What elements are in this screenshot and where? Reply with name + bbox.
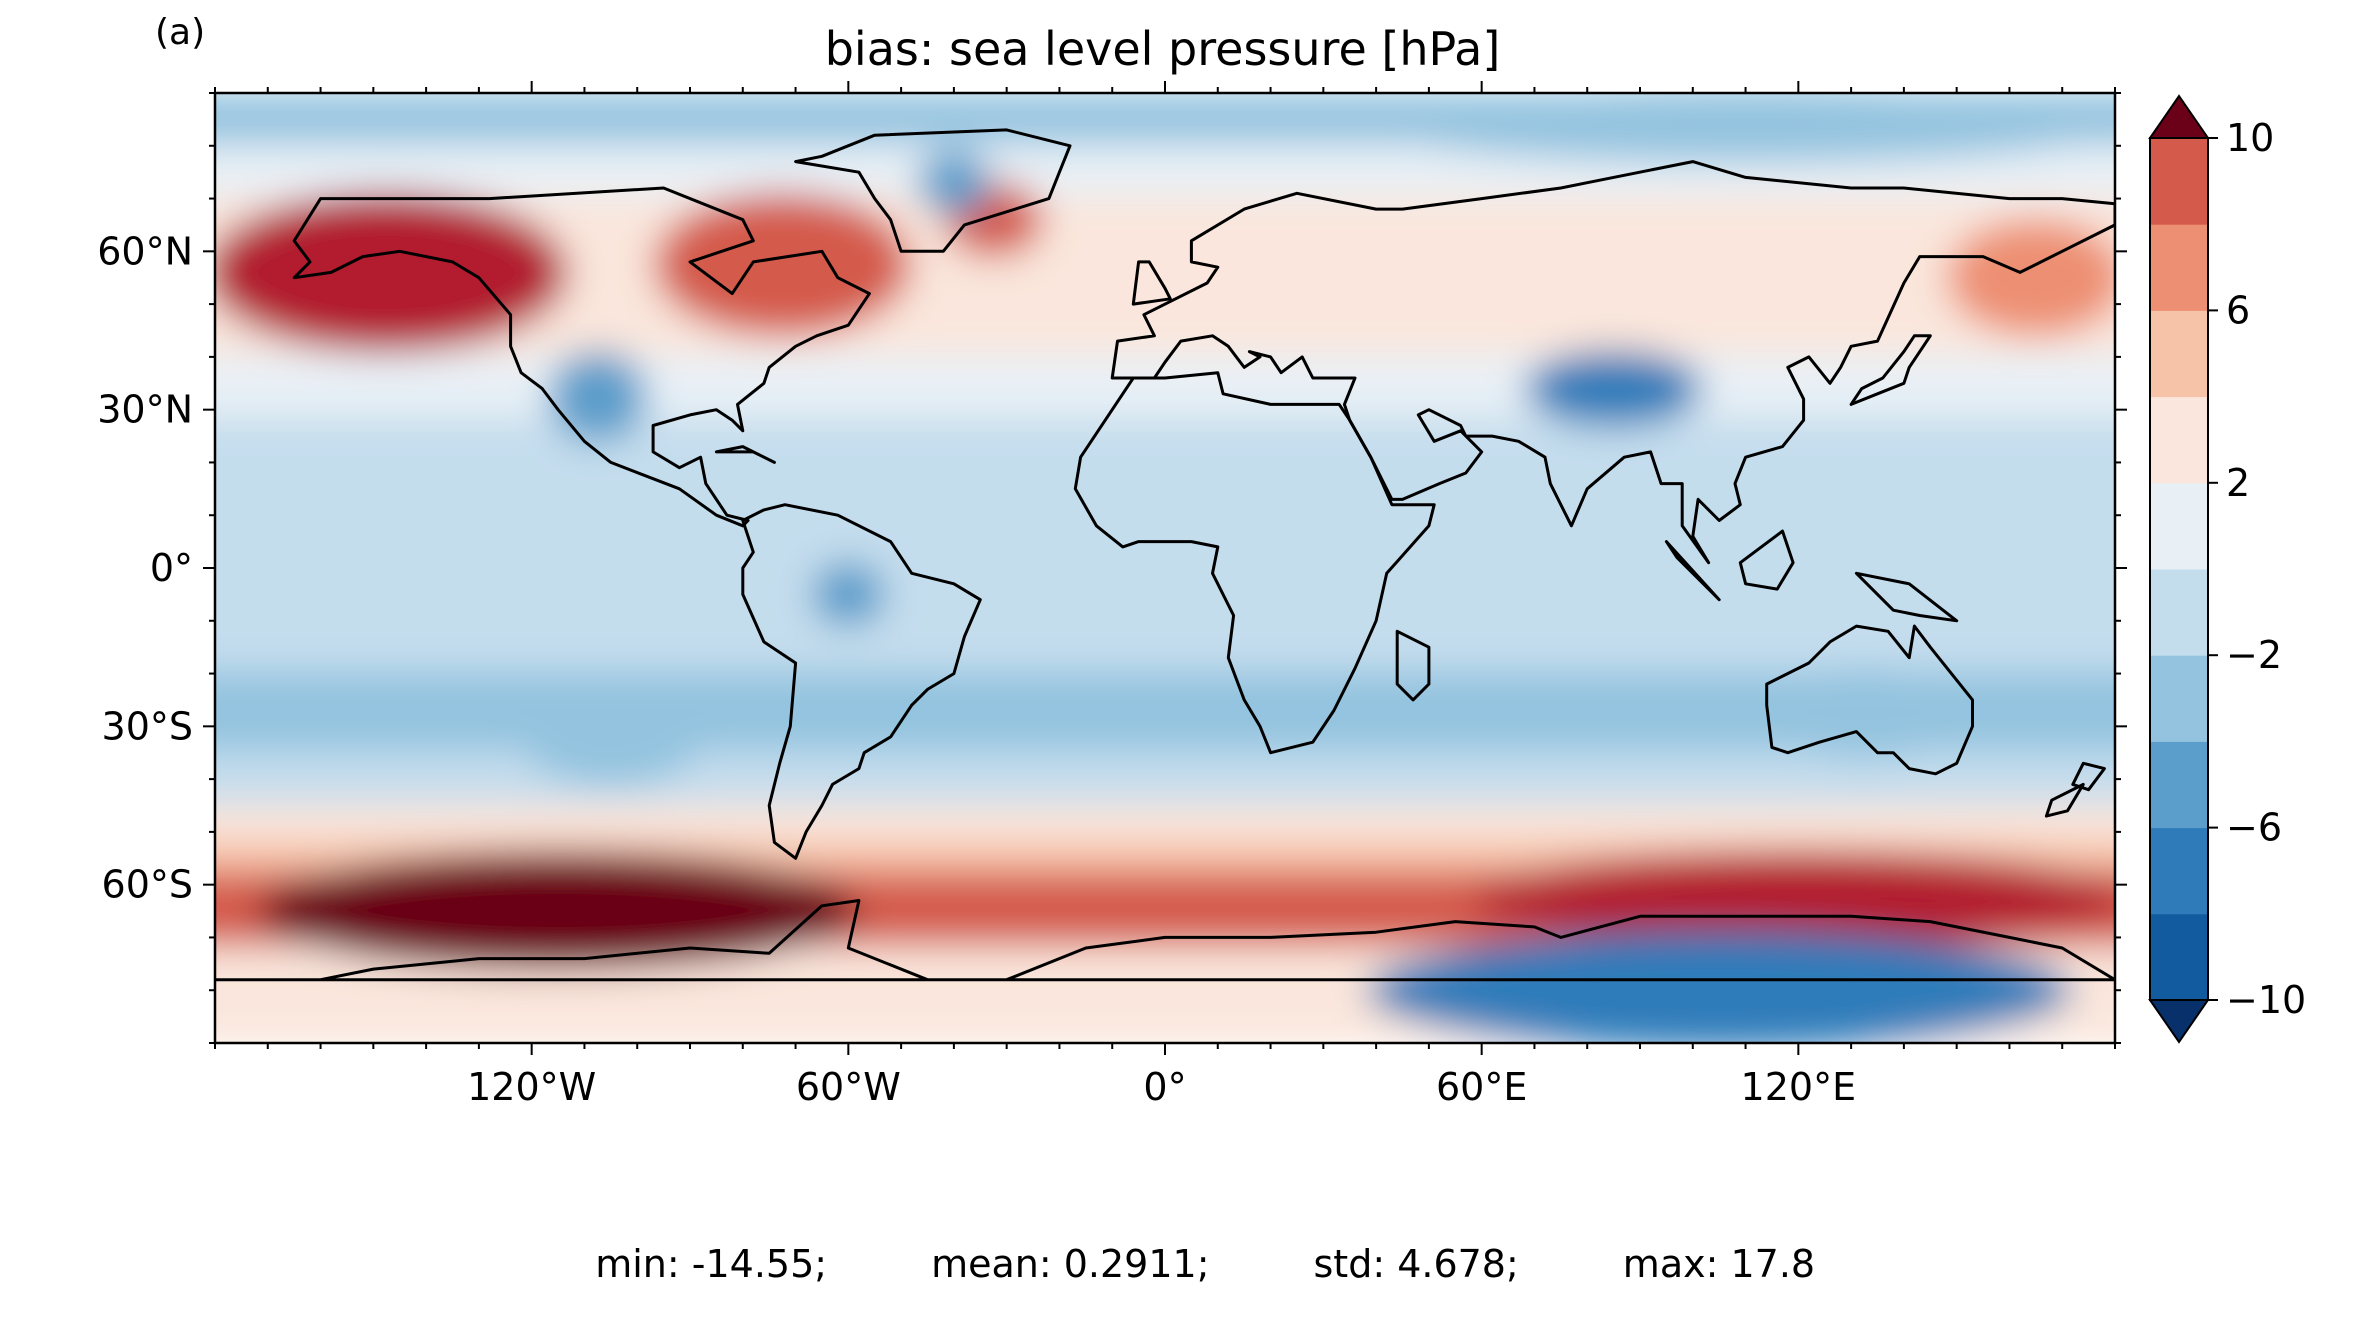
y-axis: 60°N 30°N 0° 30°S 60°S <box>97 92 2127 1044</box>
stat-std: std: 4.678; <box>1313 1242 1519 1286</box>
colorbar-extend-max <box>2148 94 2210 139</box>
zonal-band <box>215 460 2115 676</box>
colorbar-tick-label: 6 <box>2226 288 2250 332</box>
y-tick-label: 30°N <box>97 388 193 432</box>
anomaly-region <box>257 852 859 970</box>
coastline <box>1110 160 2115 565</box>
stats-line: min: -14.55; mean: 0.2911; std: 4.678; max:… <box>0 1198 2362 1330</box>
zonal-band <box>215 354 2115 423</box>
coastline <box>1395 629 1431 702</box>
map-plot-area <box>215 93 2115 1043</box>
chart-title: bias: sea level pressure [hPa] <box>824 22 1501 76</box>
chart-svg: 120°W 60°W 0° 60°E 120°E 60°N30°N0°30°S60°S … <box>97 81 2306 1109</box>
anomaly-region <box>917 150 991 216</box>
coastline <box>714 445 776 464</box>
colorbar-segment <box>2150 310 2208 398</box>
anomaly-region <box>653 192 912 337</box>
colorbar: 10 6 2 −2 −6 −10 <box>2148 94 2306 1044</box>
colorbar-tick-label: −2 <box>2226 633 2282 677</box>
y-tick-label: 60°N <box>97 229 193 273</box>
x-axis: 120°W 60°W 0° 60°E 120°E <box>214 81 2116 1109</box>
colorbar-segment <box>2150 138 2208 225</box>
y-tick-label: 60°S <box>102 863 193 907</box>
coastline <box>794 128 1072 253</box>
colorbar-segment <box>2150 913 2208 1001</box>
figure: (a) bias: sea level pressure [hPa] 120°W… <box>97 12 2306 1286</box>
anomaly-region <box>1524 350 1703 427</box>
anomaly-region <box>1366 931 2073 1043</box>
panel-label: (a) <box>155 12 206 53</box>
anomaly-region <box>1761 667 1967 759</box>
x-tick-label: 120°E <box>1741 1065 1857 1109</box>
anomaly-region <box>811 562 885 627</box>
coastline <box>1073 371 1436 755</box>
x-tick-label: 60°E <box>1436 1065 1527 1109</box>
coastline <box>292 186 871 528</box>
stat-min: min: -14.55; <box>595 1242 828 1286</box>
anomaly-region <box>215 192 569 353</box>
colorbar-segment <box>2150 569 2208 656</box>
colorbar-frame <box>2149 137 2209 1001</box>
coastline <box>1849 334 1932 406</box>
zonal-band <box>215 418 2115 465</box>
y-tick-label: 0° <box>150 546 193 590</box>
x-tick-label: 60°W <box>796 1065 901 1109</box>
coastline <box>215 899 2115 982</box>
stat-max: max: 17.8 <box>1622 1242 1816 1286</box>
colorbar-tick-label: −6 <box>2226 806 2282 850</box>
x-tick-label: 0° <box>1143 1065 1186 1109</box>
colorbar-tick-label: −10 <box>2226 978 2306 1022</box>
zonal-band <box>215 803 2115 845</box>
colorbar-segment <box>2150 224 2208 311</box>
colorbar-extend-min <box>2148 999 2210 1044</box>
coastline <box>1131 260 1172 306</box>
zonal-band <box>215 750 2115 808</box>
anomaly-region <box>1946 218 2115 337</box>
colorbar-segment <box>2150 827 2208 915</box>
colorbar-segment <box>2150 655 2208 742</box>
colorbar-segment <box>2150 741 2208 829</box>
x-tick-label: 120°W <box>467 1065 596 1109</box>
colorbar-segment <box>2150 482 2208 570</box>
coastline <box>1765 624 1974 776</box>
anomaly-region <box>1366 93 2115 163</box>
coastlines <box>215 128 2115 982</box>
y-tick-label: 30°S <box>102 704 193 748</box>
coastline <box>2044 782 2085 818</box>
colorbar-tick-label: 10 <box>2226 116 2274 160</box>
colorbar-segment <box>2150 396 2208 484</box>
coastline <box>1664 540 1721 602</box>
coastline <box>1738 529 1795 591</box>
stat-mean: mean: 0.2911; <box>931 1242 1210 1286</box>
coastline <box>1854 571 1959 623</box>
anomaly-region <box>521 693 700 786</box>
bias-field <box>215 93 2115 1043</box>
anomaly-region <box>1471 852 2115 944</box>
coastline <box>2071 761 2106 792</box>
anomaly-region <box>548 350 648 443</box>
coastline <box>741 503 982 860</box>
colorbar-tick-label: 2 <box>2226 461 2250 505</box>
